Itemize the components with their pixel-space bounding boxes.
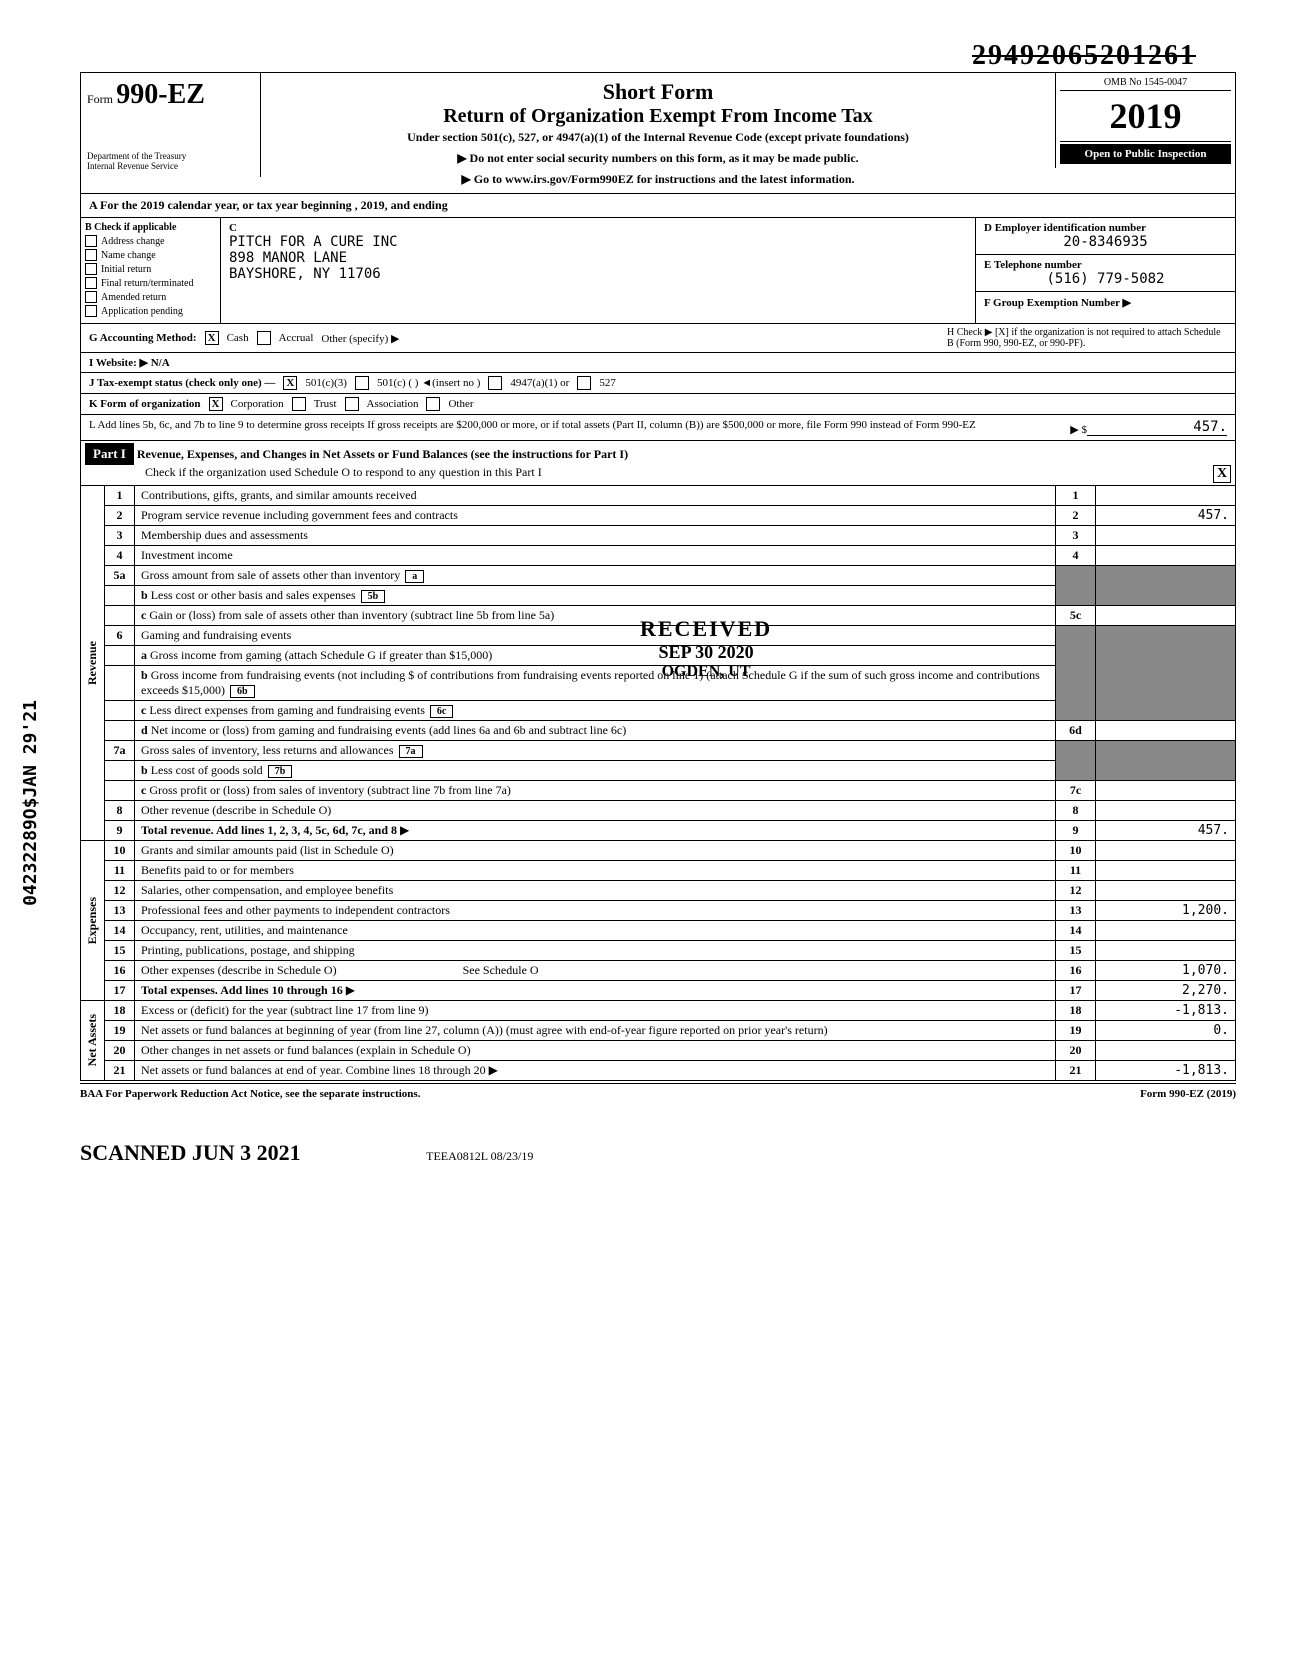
- check-trust[interactable]: [292, 397, 306, 411]
- part1-check-o[interactable]: X: [1213, 465, 1231, 483]
- row-l-gross-receipts: L Add lines 5b, 6c, and 7b to line 9 to …: [80, 415, 1236, 441]
- open-to-public: Open to Public Inspection: [1060, 144, 1231, 164]
- form-number: 990-EZ: [116, 79, 205, 110]
- org-addr2: BAYSHORE, NY 11706: [229, 266, 967, 282]
- short-form-label: Short Form: [271, 79, 1045, 105]
- form-prefix: Form: [87, 92, 113, 106]
- row-a-calendar-year: A For the 2019 calendar year, or tax yea…: [80, 194, 1236, 218]
- omb-number: OMB No 1545-0047: [1060, 77, 1231, 91]
- goto-url: ▶ Go to www.irs.gov/Form990EZ for instru…: [271, 172, 1045, 187]
- org-addr1: 898 MANOR LANE: [229, 250, 967, 266]
- netassets-table: 18Excess or (deficit) for the year (subt…: [104, 1001, 1236, 1081]
- footer-baa: BAA For Paperwork Reduction Act Notice, …: [80, 1088, 420, 1100]
- check-association[interactable]: [345, 397, 359, 411]
- form-header: Form 990-EZ Department of the Treasury I…: [80, 72, 1236, 194]
- d-ein-value: 20-8346935: [984, 234, 1227, 250]
- b-label: B Check if applicable: [85, 222, 216, 233]
- g-label: G Accounting Method:: [89, 332, 197, 344]
- check-other-org[interactable]: [426, 397, 440, 411]
- d-ein-label: D Employer identification number: [984, 222, 1227, 234]
- dept-treasury: Department of the Treasury Internal Reve…: [87, 151, 254, 171]
- row-i-website: I Website: ▶ N/A: [80, 353, 1236, 373]
- footer-right: Form 990-EZ (2019): [1140, 1088, 1236, 1100]
- part1-label: Part I: [85, 443, 134, 465]
- check-application-pending[interactable]: Application pending: [85, 305, 216, 317]
- org-name: PITCH FOR A CURE INC: [229, 234, 967, 250]
- revenue-vert-label: Revenue: [83, 637, 102, 689]
- subtitle: Under section 501(c), 527, or 4947(a)(1)…: [271, 130, 1045, 145]
- received-stamp: RECEIVED SEP 30 2020 OGDEN, UT: [640, 616, 772, 681]
- check-initial-return[interactable]: Initial return: [85, 263, 216, 275]
- l-amount: 457.: [1087, 419, 1227, 436]
- side-barcode-text: 04232289O$JAN 29'21: [20, 700, 41, 906]
- part1-header-row: Part I Revenue, Expenses, and Changes in…: [80, 441, 1236, 486]
- tax-year: 2019: [1060, 91, 1231, 142]
- e-phone-label: E Telephone number: [984, 259, 1227, 271]
- part1-title: Revenue, Expenses, and Changes in Net As…: [137, 447, 628, 461]
- check-corporation[interactable]: X: [209, 397, 223, 411]
- f-group-exemption: F Group Exemption Number ▶: [984, 296, 1227, 309]
- row-g-accounting: G Accounting Method: XCash Accrual Other…: [80, 324, 1236, 353]
- expenses-table: 10Grants and similar amounts paid (list …: [104, 841, 1236, 1001]
- section-b-c-d: B Check if applicable Address change Nam…: [80, 218, 1236, 324]
- check-address-change[interactable]: Address change: [85, 235, 216, 247]
- row-k-form-org: K Form of organization XCorporation Trus…: [80, 394, 1236, 415]
- check-4947[interactable]: [488, 376, 502, 390]
- netassets-vert-label: Net Assets: [83, 1010, 102, 1070]
- check-amended-return[interactable]: Amended return: [85, 291, 216, 303]
- check-501c[interactable]: [355, 376, 369, 390]
- check-501c3[interactable]: X: [283, 376, 297, 390]
- check-name-change[interactable]: Name change: [85, 249, 216, 261]
- part1-check-text: Check if the organization used Schedule …: [145, 465, 542, 483]
- footer: BAA For Paperwork Reduction Act Notice, …: [80, 1083, 1236, 1100]
- h-schedule-b: H Check ▶ [X] if the organization is not…: [947, 327, 1227, 349]
- expenses-vert-label: Expenses: [83, 893, 102, 948]
- return-title: Return of Organization Exempt From Incom…: [271, 105, 1045, 128]
- top-barcode-strike: 29492065201261: [80, 40, 1236, 72]
- scanned-stamp: SCANNED JUN 3 2021 TEEA0812L 08/23/19: [80, 1140, 1236, 1166]
- e-phone-value: (516) 779-5082: [984, 271, 1227, 287]
- row-j-tax-exempt: J Tax-exempt status (check only one) — X…: [80, 373, 1236, 394]
- ssn-warning: ▶ Do not enter social security numbers o…: [271, 151, 1045, 166]
- c-label: C: [229, 222, 967, 234]
- check-accrual[interactable]: [257, 331, 271, 345]
- check-final-return[interactable]: Final return/terminated: [85, 277, 216, 289]
- check-cash[interactable]: X: [205, 331, 219, 345]
- check-527[interactable]: [577, 376, 591, 390]
